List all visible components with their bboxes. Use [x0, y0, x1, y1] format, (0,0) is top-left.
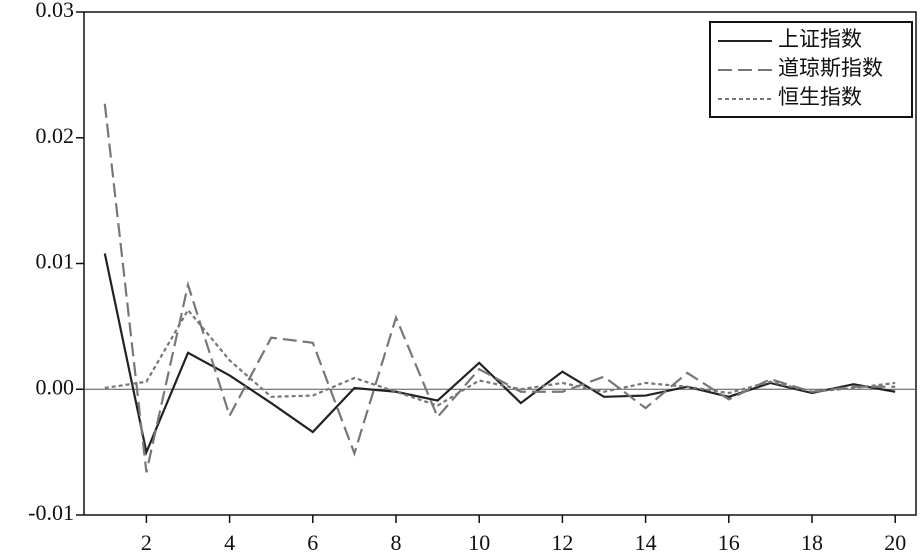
x-tick-label: 6 — [307, 530, 318, 555]
y-tick-label: 0.03 — [36, 0, 75, 22]
x-tick-label: 12 — [551, 530, 573, 555]
legend-label: 道琼斯指数 — [778, 56, 883, 80]
series-line — [104, 308, 896, 407]
series-line — [103, 103, 896, 473]
x-tick-label: 4 — [224, 530, 235, 555]
y-tick-label: 0.02 — [36, 123, 75, 148]
x-tick-label: 8 — [391, 530, 402, 555]
legend-label: 恒生指数 — [778, 85, 862, 109]
x-tick-label: 14 — [635, 530, 657, 555]
y-tick-label: 0.01 — [36, 249, 75, 274]
x-tick-label: 18 — [801, 530, 823, 555]
legend-label: 上证指数 — [778, 27, 862, 51]
x-tick-label: 10 — [468, 530, 490, 555]
x-tick-label: 20 — [884, 530, 906, 555]
x-tick-label: 2 — [141, 530, 152, 555]
y-tick-label: 0.00 — [36, 374, 75, 399]
y-tick-label: -0.01 — [28, 500, 74, 525]
x-tick-label: 16 — [718, 530, 740, 555]
series-line — [103, 253, 896, 456]
